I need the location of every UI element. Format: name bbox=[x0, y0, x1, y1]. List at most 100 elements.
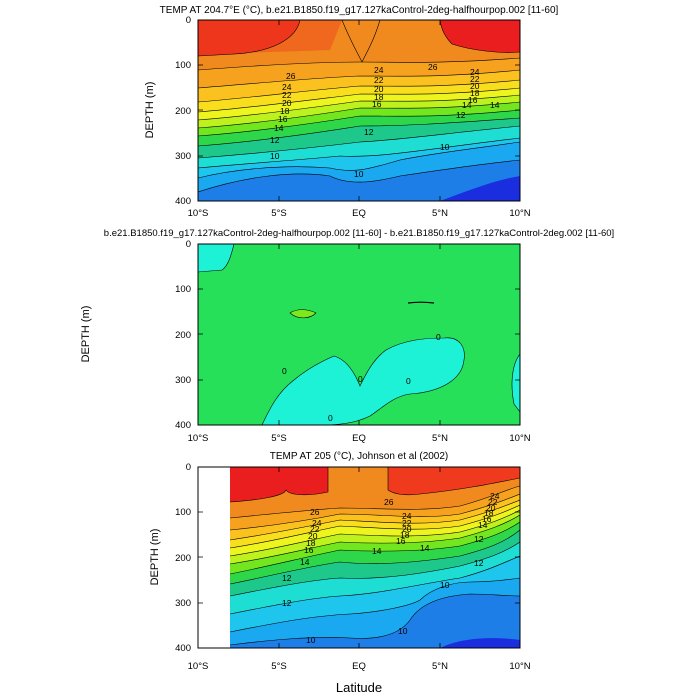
ytick: 200 bbox=[175, 553, 191, 564]
obs-warm-pool-west bbox=[230, 467, 328, 502]
warm-pool-east bbox=[440, 20, 520, 53]
clabel: 10 bbox=[270, 151, 280, 161]
obs-band-9 bbox=[230, 594, 520, 648]
panel-top-ticks bbox=[197, 19, 521, 202]
panel-top-contour-labels: 26 26 24 24 22 22 20 20 18 18 16 16 14 1… bbox=[270, 62, 500, 179]
clabel: 22 bbox=[282, 90, 292, 100]
clabel: 14 bbox=[478, 520, 488, 530]
clabel: 22 bbox=[310, 524, 320, 534]
clabel: 12 bbox=[270, 135, 280, 145]
obs-warm-pool-east bbox=[388, 467, 520, 495]
clabel: 0 bbox=[282, 366, 287, 376]
panel-middle-title: b.e21.B1850.f19_g17.127kaControl-2deg-ha… bbox=[104, 228, 614, 239]
panel-bottom-field: 26 24 22 20 18 16 14 12 14 12 26 24 22 2… bbox=[229, 467, 520, 648]
clabel: 26 bbox=[310, 507, 320, 517]
xtick: 10°N bbox=[509, 433, 530, 444]
panel-middle-ylabel: DEPTH (m) bbox=[80, 306, 92, 363]
xtick: 10°N bbox=[509, 661, 530, 672]
clabel: 16 bbox=[482, 514, 492, 524]
clabel: 22 bbox=[374, 75, 384, 85]
panel-middle-field: 0 0 0 0 0 bbox=[198, 244, 520, 425]
clabel: 14 bbox=[300, 557, 310, 567]
clabel: 20 bbox=[374, 84, 384, 94]
positive-anomaly-spot bbox=[289, 309, 317, 319]
xtick: EQ bbox=[352, 208, 366, 219]
clabel: 18 bbox=[280, 106, 290, 116]
panel-bottom-ticks bbox=[197, 466, 521, 649]
clabel: 12 bbox=[282, 598, 292, 608]
ytick: 400 bbox=[175, 643, 191, 654]
panel-top-title: TEMP AT 204.7°E (°C), b.e21.B1850.f19_g1… bbox=[160, 5, 559, 16]
negative-anomaly-center bbox=[262, 337, 465, 425]
clabel: 26 bbox=[428, 62, 438, 72]
panel-middle-ticks bbox=[197, 243, 521, 426]
xtick: EQ bbox=[352, 433, 366, 444]
clabel: 18 bbox=[484, 508, 494, 518]
ytick: 100 bbox=[175, 60, 191, 71]
clabel: 10 bbox=[440, 142, 450, 152]
ytick: 100 bbox=[175, 507, 191, 518]
clabel: 0 bbox=[328, 413, 333, 423]
xtick: 5°S bbox=[271, 208, 286, 219]
clabel: 0 bbox=[436, 332, 441, 342]
clabel: 16 bbox=[396, 536, 406, 546]
xtick: 5°S bbox=[271, 661, 286, 672]
clabel: 18 bbox=[306, 538, 316, 548]
xtick: 5°N bbox=[432, 661, 448, 672]
clabel: 12 bbox=[282, 573, 292, 583]
ytick: 300 bbox=[175, 151, 191, 162]
clabel: 20 bbox=[282, 98, 292, 108]
clabel: 24 bbox=[374, 65, 384, 75]
clabel: 18 bbox=[400, 530, 410, 540]
clabel: 20 bbox=[470, 81, 480, 91]
xtick: 5°N bbox=[432, 208, 448, 219]
clabel: 14 bbox=[462, 100, 472, 110]
clabel: 18 bbox=[374, 92, 384, 102]
clabel: 0 bbox=[406, 376, 411, 386]
clabel: 26 bbox=[286, 71, 296, 81]
xtick: 10°S bbox=[188, 433, 209, 444]
panel-top-field: 26 26 24 24 22 22 20 20 18 18 16 16 14 1… bbox=[198, 20, 520, 201]
ytick: 200 bbox=[175, 330, 191, 341]
panel-bottom-ylabel: DEPTH (m) bbox=[149, 529, 161, 586]
panel-middle: b.e21.B1850.f19_g17.127kaControl-2deg-ha… bbox=[80, 228, 614, 444]
clabel: 14 bbox=[490, 100, 500, 110]
clabel: 22 bbox=[402, 518, 412, 528]
ytick: 300 bbox=[175, 598, 191, 609]
xtick: EQ bbox=[352, 661, 366, 672]
ytick: 0 bbox=[186, 15, 191, 26]
clabel: 18 bbox=[470, 88, 480, 98]
negative-anomaly-east bbox=[512, 354, 520, 412]
clabel: 16 bbox=[304, 545, 314, 555]
clabel: 16 bbox=[468, 95, 478, 105]
clabel: 12 bbox=[474, 534, 484, 544]
ytick: 300 bbox=[175, 375, 191, 386]
obs-band-8 bbox=[440, 638, 520, 648]
clabel: 12 bbox=[364, 127, 374, 137]
clabel: 16 bbox=[372, 99, 382, 109]
xtick: 5°N bbox=[432, 433, 448, 444]
xtick: 10°S bbox=[188, 208, 209, 219]
xtick: 10°S bbox=[188, 661, 209, 672]
panel-top: TEMP AT 204.7°E (°C), b.e21.B1850.f19_g1… bbox=[144, 5, 559, 219]
panel-bottom-xlabel: Latitude bbox=[336, 680, 382, 695]
panel-bottom: TEMP AT 205 (°C), Johnson et al (2002) bbox=[149, 451, 531, 695]
clabel: 24 bbox=[490, 491, 500, 501]
clabel: 22 bbox=[488, 497, 498, 507]
clabel: 16 bbox=[278, 114, 288, 124]
xtick: 10°N bbox=[509, 208, 530, 219]
clabel: 24 bbox=[470, 67, 480, 77]
clabel: 0 bbox=[358, 374, 363, 384]
panel-bottom-contour-labels: 26 24 22 20 18 16 14 12 14 12 26 24 22 2… bbox=[282, 491, 500, 645]
clabel: 12 bbox=[456, 110, 466, 120]
clabel: 10 bbox=[354, 169, 364, 179]
clabel: 20 bbox=[486, 503, 496, 513]
clabel: 20 bbox=[308, 531, 318, 541]
panel-middle-contour-lines bbox=[198, 244, 520, 425]
warm-layer-west bbox=[198, 20, 342, 56]
panel-top-ylabel: DEPTH (m) bbox=[144, 82, 156, 139]
clabel: 22 bbox=[470, 74, 480, 84]
clabel: 14 bbox=[372, 546, 382, 556]
clabel: 20 bbox=[402, 524, 412, 534]
